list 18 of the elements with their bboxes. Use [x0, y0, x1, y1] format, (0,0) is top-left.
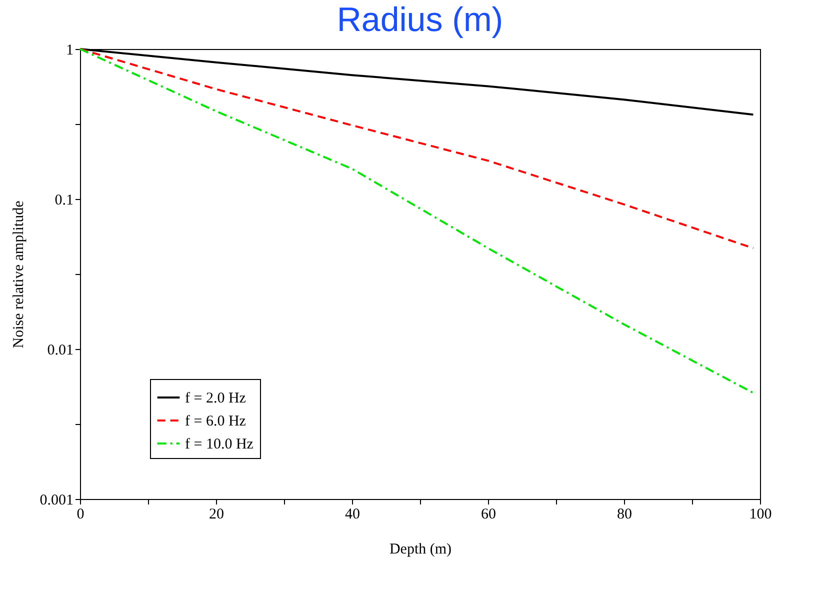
x-axis-title: Depth (m) [389, 542, 452, 558]
line-series [79, 48, 754, 250]
x-tick-label: 60 [481, 506, 496, 522]
y-tick-label: 1 [66, 42, 74, 58]
x-tick-label: 80 [617, 506, 632, 522]
y-axis-title: Noise relative amplitude [10, 200, 27, 348]
legend-label: f = 6.0 Hz [185, 414, 246, 430]
line-series [79, 48, 754, 394]
legend-label: f = 2.0 Hz [185, 390, 246, 406]
legend-label: f = 10.0 Hz [185, 436, 254, 452]
chart-title: Radius (m) [336, 1, 504, 39]
x-tick-label: 0 [76, 506, 84, 522]
y-tick-label: 0.1 [54, 192, 74, 208]
x-tick-label: 100 [749, 506, 772, 522]
x-tick-label: 20 [209, 506, 224, 522]
y-tick-label: 0.001 [40, 492, 74, 508]
y-tick-label: 0.01 [47, 342, 74, 358]
x-tick-label: 40 [345, 506, 360, 522]
